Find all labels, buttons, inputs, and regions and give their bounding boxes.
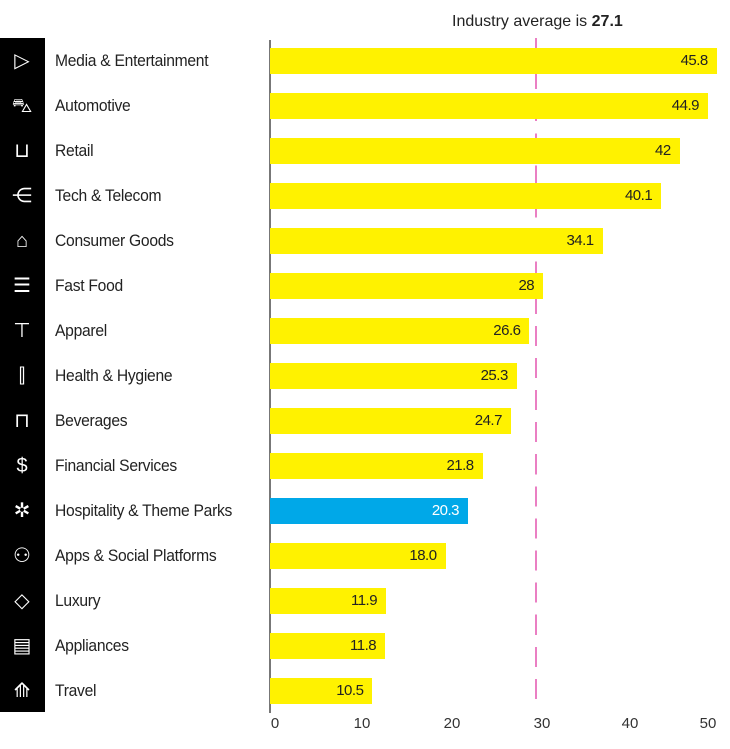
category-label: Beverages (55, 411, 128, 430)
value-label: 45.8 (680, 52, 709, 69)
bar (270, 408, 511, 434)
category-label: Fast Food (55, 276, 123, 295)
category-label: Luxury (55, 591, 101, 610)
bar (270, 93, 708, 119)
value-label: 11.8 (350, 637, 377, 654)
value-label: 40.1 (624, 187, 653, 204)
category-label: Apparel (55, 321, 107, 340)
money-icon: $ (16, 455, 28, 477)
bar (270, 273, 544, 299)
ferris-wheel-icon: ✲ (13, 500, 31, 522)
value-label: 11.9 (350, 592, 378, 609)
category-label: Appliances (55, 636, 129, 655)
burger-icon: ☰ (13, 275, 31, 297)
bar (270, 228, 603, 254)
category-label: Consumer Goods (55, 231, 174, 250)
x-tick-label: 40 (621, 715, 639, 732)
category-label: Retail (55, 141, 94, 160)
value-label: 25.3 (480, 367, 509, 384)
category-label: Media & Entertainment (55, 51, 209, 70)
category-label: Tech & Telecom (55, 186, 162, 205)
category-label: Hospitality & Theme Parks (55, 501, 233, 520)
car-icon: ⛍ (11, 95, 33, 117)
bar (270, 183, 662, 209)
value-label: 26.6 (493, 322, 521, 339)
category-label: Travel (55, 681, 97, 700)
shopping-bag-icon: ⌂ (15, 230, 29, 252)
diamond-icon: ◇ (14, 590, 30, 612)
annotation-value: 27.1 (591, 13, 623, 30)
social-network-icon: ⚇ (13, 545, 31, 567)
industry-average-label: Industry average is 27.1 (452, 13, 623, 31)
bar (270, 318, 530, 344)
category-label: Health & Hygiene (55, 366, 173, 385)
x-tick-label: 50 (699, 715, 717, 732)
industry-average-line (535, 38, 537, 708)
value-label: 10.5 (336, 682, 364, 699)
network-icon: ⋲ (12, 185, 32, 207)
appliance-icon: ▤ (12, 635, 32, 657)
x-tick-label: 20 (443, 715, 461, 732)
bottles-icon: ⊓ (14, 410, 30, 432)
bar (270, 363, 517, 389)
value-label: 24.7 (474, 412, 503, 429)
tshirt-icon: ⊤ (13, 320, 31, 342)
value-label: 20.3 (431, 502, 460, 519)
travel-icon: ⟰ (13, 680, 31, 702)
value-label: 18.0 (409, 547, 437, 564)
bar (270, 588, 387, 614)
category-label: Financial Services (55, 456, 177, 475)
bar (270, 138, 680, 164)
bar (270, 498, 469, 524)
bar (270, 633, 386, 659)
x-tick-label: 30 (533, 715, 551, 732)
value-label: 42 (655, 142, 671, 159)
value-label: 21.8 (446, 457, 474, 474)
video-play-icon: ▷ (14, 50, 30, 72)
cart-icon: ⊔ (14, 140, 30, 162)
toiletries-icon: ⫿ (18, 365, 26, 387)
category-label: Apps & Social Platforms (55, 546, 217, 565)
x-tick-label: 10 (353, 715, 371, 732)
bar (270, 678, 373, 704)
bar (270, 453, 483, 479)
bar (270, 48, 717, 74)
x-tick-label: 0 (270, 715, 280, 732)
value-label: 28 (518, 277, 535, 294)
value-label: 34.1 (566, 232, 594, 249)
value-label: 44.9 (671, 97, 700, 114)
category-label: Automotive (55, 96, 131, 115)
annotation-text: Industry average is (452, 13, 588, 30)
bar (270, 543, 446, 569)
icon-sidebar (0, 38, 45, 712)
